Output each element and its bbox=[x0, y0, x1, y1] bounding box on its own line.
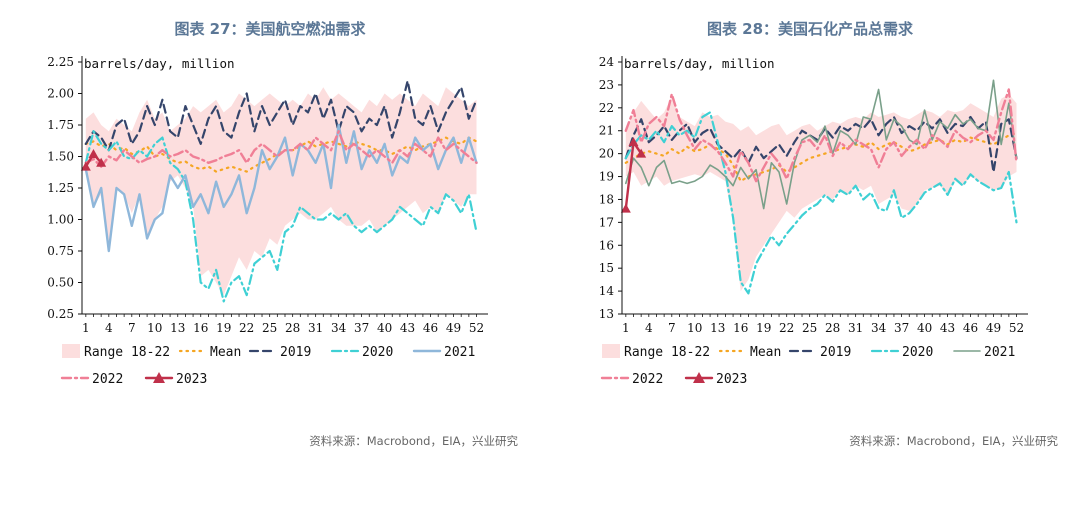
source-note: 资料来源：Macrobond，EIA，兴业研究 bbox=[309, 434, 518, 448]
legend-swatch bbox=[62, 344, 80, 358]
x-tick-label: 34 bbox=[331, 321, 347, 335]
y-tick-label: 18 bbox=[599, 192, 614, 206]
y-tick-label: 15 bbox=[599, 261, 614, 275]
legend-label: 2021 bbox=[984, 345, 1015, 360]
legend-label: 2022 bbox=[632, 372, 663, 387]
x-tick-label: 46 bbox=[963, 321, 978, 335]
y-tick-label: 24 bbox=[599, 55, 615, 69]
point-marker-2023 bbox=[620, 203, 631, 213]
x-tick-label: 37 bbox=[894, 321, 909, 335]
legend-label: Range 18-22 bbox=[84, 345, 170, 360]
x-tick-label: 22 bbox=[239, 321, 254, 335]
legend-label: Range 18-22 bbox=[624, 345, 710, 360]
legend-label: Mean bbox=[210, 345, 241, 360]
series-line-2020 bbox=[84, 130, 478, 303]
chart-jet-fuel-demand: 0.250.500.751.001.251.501.752.002.251 4 7 1… bbox=[47, 55, 488, 387]
y-tick-label: 2.25 bbox=[47, 55, 74, 69]
y-tick-label: 2.00 bbox=[47, 87, 74, 101]
x-tick-label: 16 bbox=[733, 321, 748, 335]
series-line-2019 bbox=[84, 79, 478, 152]
x-tick-label: 52 bbox=[1009, 321, 1024, 335]
legend-label: Mean bbox=[750, 345, 781, 360]
range-band bbox=[85, 87, 477, 296]
y-tick-label: 17 bbox=[599, 215, 614, 229]
x-tick-label: 28 bbox=[825, 321, 840, 335]
x-tick-label: 28 bbox=[285, 321, 300, 335]
y-tick-label: 1.50 bbox=[47, 150, 74, 164]
chart-title: 图表 27：美国航空燃油需求 bbox=[174, 20, 366, 38]
x-tick-label: 49 bbox=[446, 321, 461, 335]
y-tick-label: 20 bbox=[599, 147, 614, 161]
y-tick-label: 0.50 bbox=[47, 276, 74, 290]
y-tick-label: 1.00 bbox=[47, 213, 74, 227]
point-marker-2023 bbox=[96, 157, 107, 167]
y-tick-label: 22 bbox=[599, 101, 614, 115]
x-tick-label: 40 bbox=[917, 321, 932, 335]
y-tick-label: 1.25 bbox=[47, 181, 74, 195]
point-marker-2023 bbox=[628, 137, 639, 147]
legend-label: 2023 bbox=[716, 372, 747, 387]
chart-panel-jet-fuel: 图表 27：美国航空燃油需求 0.25 0.50 0.75 1.00 1.25 1.50 1… bbox=[47, 20, 518, 448]
x-tick-label: 16 bbox=[193, 321, 208, 335]
x-tick-label: 46 bbox=[423, 321, 438, 335]
legend-swatch bbox=[602, 344, 620, 358]
x-tick-label: 10 bbox=[687, 321, 702, 335]
y-tick-label: 0.25 bbox=[47, 307, 74, 321]
legend-label: 2023 bbox=[176, 372, 207, 387]
x-tick-label: 49 bbox=[986, 321, 1001, 335]
legend-label: 2021 bbox=[444, 345, 475, 360]
legend-label: 2019 bbox=[280, 345, 311, 360]
range-band bbox=[625, 94, 1017, 292]
unit-label: barrels/day, million bbox=[624, 56, 775, 71]
chart-title: 图表 28：美国石化产品总需求 bbox=[706, 20, 914, 38]
legend-label: 2019 bbox=[820, 345, 851, 360]
y-tick-label: 21 bbox=[599, 124, 614, 138]
x-tick-label: 7 bbox=[128, 321, 136, 335]
y-tick-label: 19 bbox=[599, 170, 614, 184]
x-tick-label: 7 bbox=[668, 321, 676, 335]
y-tick-label: 1.75 bbox=[47, 118, 74, 132]
series-line-2022 bbox=[624, 88, 1018, 183]
x-tick-label: 37 bbox=[354, 321, 369, 335]
x-tick-label: 40 bbox=[377, 321, 392, 335]
x-tick-label: 1 bbox=[82, 321, 90, 335]
y-tick-label: 13 bbox=[599, 307, 614, 321]
source-note: 资料来源：Macrobond，EIA，兴业研究 bbox=[849, 434, 1058, 448]
x-tick-label: 52 bbox=[469, 321, 484, 335]
x-tick-label: 22 bbox=[779, 321, 794, 335]
x-tick-label: 4 bbox=[105, 321, 113, 335]
x-tick-label: 25 bbox=[802, 321, 817, 335]
series-line-2022 bbox=[84, 130, 478, 168]
x-tick-label: 34 bbox=[871, 321, 887, 335]
legend-label: 2020 bbox=[902, 345, 933, 360]
x-tick-label: 43 bbox=[940, 321, 955, 335]
legend-label: 2022 bbox=[92, 372, 123, 387]
point-marker-2023 bbox=[88, 148, 99, 158]
legend-label: 2020 bbox=[362, 345, 393, 360]
x-tick-label: 25 bbox=[262, 321, 277, 335]
y-tick-label: 0.75 bbox=[47, 244, 74, 258]
x-tick-label: 19 bbox=[756, 321, 771, 335]
x-tick-label: 10 bbox=[147, 321, 162, 335]
x-tick-label: 4 bbox=[645, 321, 653, 335]
chart-panel-petroleum-products: 图表 28：美国石化产品总需求 13 14 15 16 17 18 19 20 21 22 23 24… bbox=[540, 0, 1080, 512]
y-tick-label: 16 bbox=[599, 238, 614, 252]
x-tick-label: 1 bbox=[622, 321, 630, 335]
y-tick-label: 14 bbox=[599, 284, 615, 298]
point-marker-2023 bbox=[80, 161, 91, 171]
x-tick-label: 43 bbox=[400, 321, 415, 335]
x-tick-label: 13 bbox=[710, 321, 725, 335]
x-tick-label: 31 bbox=[308, 321, 323, 335]
series-line-2020 bbox=[624, 111, 1018, 295]
x-tick-label: 31 bbox=[848, 321, 863, 335]
x-tick-label: 13 bbox=[170, 321, 185, 335]
legend-marker bbox=[693, 372, 705, 383]
x-tick-label: 19 bbox=[216, 321, 231, 335]
series-line-2021 bbox=[625, 79, 1018, 210]
unit-label: barrels/day, million bbox=[84, 56, 235, 71]
point-marker-2023 bbox=[636, 148, 647, 158]
legend-marker bbox=[153, 372, 165, 383]
y-tick-label: 23 bbox=[599, 78, 614, 92]
